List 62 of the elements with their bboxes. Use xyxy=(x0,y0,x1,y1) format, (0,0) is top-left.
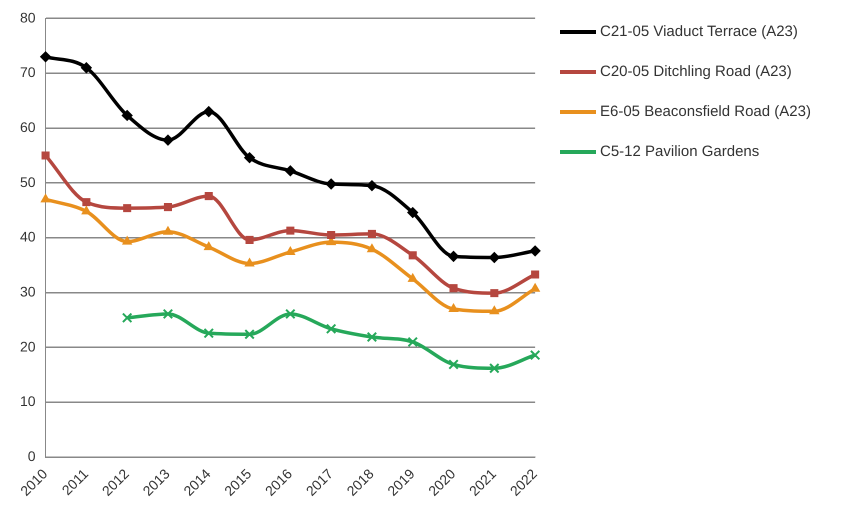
point xyxy=(531,270,540,279)
point xyxy=(407,336,418,348)
y-tick-label: 40 xyxy=(20,228,36,245)
point xyxy=(366,332,378,342)
point xyxy=(244,152,256,164)
point xyxy=(489,363,500,374)
point xyxy=(80,62,92,74)
point xyxy=(82,206,92,214)
point xyxy=(408,251,417,260)
point xyxy=(408,273,418,282)
y-tick-label: 80 xyxy=(20,9,36,26)
point xyxy=(244,329,255,340)
point xyxy=(122,236,132,245)
point xyxy=(449,284,458,292)
point xyxy=(530,283,540,292)
point xyxy=(286,246,296,256)
point xyxy=(530,245,541,256)
point xyxy=(284,165,296,176)
y-tick-label: 0 xyxy=(28,448,36,464)
point xyxy=(204,242,214,250)
point xyxy=(448,359,459,370)
legend-label: E6-05 Beaconsfield Road (A23) xyxy=(600,102,812,122)
point xyxy=(244,258,254,267)
point xyxy=(285,308,296,320)
legend-label: C5-12 Pavilion Gardens xyxy=(600,142,760,162)
point xyxy=(490,289,498,298)
point xyxy=(407,207,418,218)
point xyxy=(367,244,377,252)
point xyxy=(246,236,254,244)
point xyxy=(162,308,174,320)
legend-label: C20-05 Ditchling Road (A23) xyxy=(600,62,793,82)
y-tick-label: 20 xyxy=(20,338,36,354)
y-tick-label: 70 xyxy=(20,64,36,80)
point xyxy=(204,192,213,200)
point xyxy=(368,230,376,238)
point xyxy=(326,178,337,190)
point xyxy=(42,151,50,160)
legend-label: C21-05 Viaduct Terrace (A23) xyxy=(600,22,799,42)
point xyxy=(40,51,52,62)
point xyxy=(286,226,294,235)
point xyxy=(327,230,336,240)
point xyxy=(122,312,132,324)
point xyxy=(203,106,214,118)
point xyxy=(162,134,174,146)
point xyxy=(163,226,173,235)
point xyxy=(488,252,500,263)
point xyxy=(489,306,500,314)
y-tick-label: 30 xyxy=(20,283,36,300)
point xyxy=(448,250,460,262)
point xyxy=(40,194,50,202)
point xyxy=(164,203,172,212)
y-tick-label: 60 xyxy=(20,118,36,135)
point xyxy=(82,198,90,206)
point xyxy=(530,350,540,360)
point xyxy=(366,180,378,192)
point xyxy=(122,110,133,121)
point xyxy=(123,204,132,212)
y-tick-label: 50 xyxy=(20,174,36,190)
y-tick-label: 10 xyxy=(20,393,36,410)
point xyxy=(204,328,214,338)
point xyxy=(448,304,458,312)
point xyxy=(326,324,336,334)
